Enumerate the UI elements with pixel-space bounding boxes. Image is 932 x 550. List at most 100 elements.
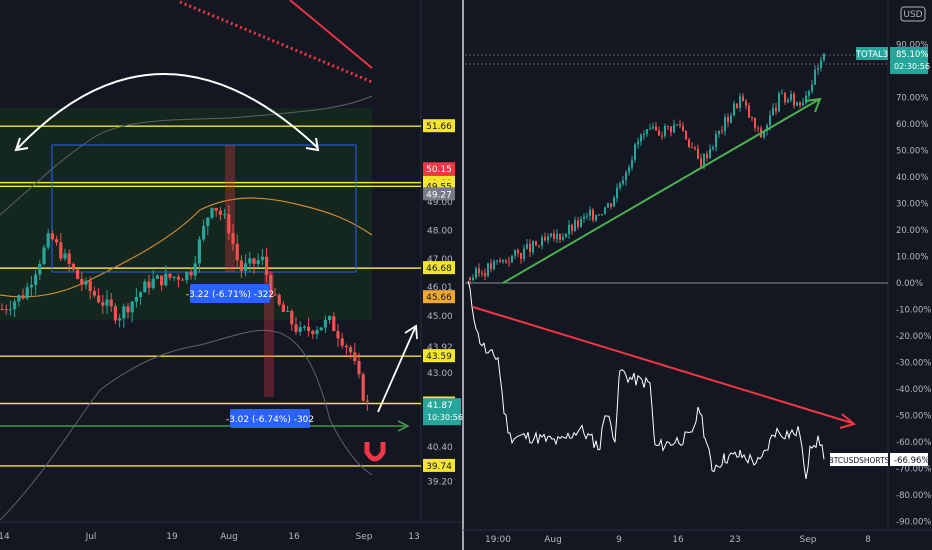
candle-body bbox=[252, 258, 256, 264]
candle-body bbox=[349, 347, 353, 353]
candle-body bbox=[185, 272, 189, 281]
total3-body bbox=[610, 203, 612, 207]
candle-body bbox=[361, 374, 365, 401]
total3-name: TOTAL3 bbox=[855, 50, 888, 60]
right-y-tick-17: -80.00% bbox=[896, 491, 931, 501]
total3-body bbox=[673, 124, 675, 133]
btcusdshorts-name-bg bbox=[830, 453, 888, 466]
total3-body bbox=[769, 115, 771, 126]
candle-body bbox=[290, 311, 294, 325]
red-trend-line bbox=[289, 0, 373, 69]
right-x-tick-4: 23 bbox=[729, 535, 740, 545]
left-y-tick-5: 43.92 bbox=[427, 343, 453, 353]
total3-body bbox=[508, 261, 510, 263]
total3-body bbox=[487, 263, 489, 277]
candle-body bbox=[319, 327, 323, 331]
total3-body bbox=[745, 101, 747, 106]
total3-body bbox=[718, 130, 720, 135]
candle-body bbox=[214, 207, 218, 211]
candle-body bbox=[176, 276, 180, 280]
annotation-label-0: -3.22 (-6.71%) -322 bbox=[186, 290, 274, 300]
current-price-countdown: 10:30:56 bbox=[427, 413, 463, 422]
total3-body bbox=[676, 124, 678, 126]
total3-body bbox=[652, 126, 654, 129]
total3-body bbox=[706, 153, 708, 159]
candle-body bbox=[294, 324, 298, 332]
level-label-0: 51.66 bbox=[426, 122, 452, 132]
annotation-box-1 bbox=[230, 409, 310, 428]
white-arrow bbox=[377, 327, 416, 413]
right-x-tick-1: Aug bbox=[544, 535, 562, 545]
total3-body bbox=[742, 96, 744, 102]
total3-body bbox=[586, 215, 588, 217]
total3-body bbox=[505, 259, 507, 262]
right-y-tick-18: -90.00% bbox=[896, 518, 931, 528]
total3-body bbox=[778, 93, 780, 112]
total3-body bbox=[763, 130, 765, 138]
total3-body bbox=[526, 244, 528, 249]
btcusdshorts-value-bg bbox=[890, 453, 928, 466]
left-y-tick-6: 43.00 bbox=[427, 369, 453, 379]
green-trend-arrow bbox=[502, 99, 819, 284]
total3-body bbox=[643, 133, 645, 135]
candle-body bbox=[269, 274, 273, 295]
total3-body bbox=[481, 273, 483, 275]
total3-body bbox=[472, 277, 474, 280]
left-x-tick-5: Sep bbox=[356, 532, 373, 542]
total3-body bbox=[538, 245, 540, 247]
candle-body bbox=[189, 272, 193, 276]
left-x-tick-2: 19 bbox=[166, 532, 178, 542]
total3-body bbox=[646, 129, 648, 134]
candle-body bbox=[46, 233, 50, 248]
left-x-tick-4: 16 bbox=[288, 532, 300, 542]
total3-body bbox=[556, 233, 558, 239]
green-trend-arrow-head bbox=[805, 97, 822, 113]
btcusdshorts-name: BTCUSDSHORTS bbox=[829, 456, 890, 465]
right-x-tick-6: 8 bbox=[865, 535, 871, 545]
right-y-tick-2: 70.00% bbox=[896, 94, 928, 104]
candle-body bbox=[256, 260, 260, 264]
total3-body bbox=[490, 263, 492, 269]
candle-body bbox=[277, 294, 281, 305]
total3-body bbox=[787, 99, 789, 103]
right-y-tick-9: 0.00% bbox=[896, 279, 923, 289]
total3-body bbox=[589, 209, 591, 216]
measure-rect-1 bbox=[225, 145, 235, 272]
left-axis-bg bbox=[421, 0, 463, 550]
candle-body bbox=[231, 233, 235, 244]
total3-name-bg bbox=[856, 47, 888, 60]
total3-body bbox=[664, 125, 666, 136]
total3-body bbox=[607, 203, 609, 208]
total3-value-bg bbox=[890, 47, 928, 74]
candle-body bbox=[13, 301, 17, 310]
candle-body bbox=[67, 253, 71, 264]
right-y-tick-11: -20.00% bbox=[896, 332, 931, 342]
left-x-tick-6: 13 bbox=[408, 532, 419, 542]
total3-body bbox=[682, 125, 684, 131]
level-label-bg-7 bbox=[423, 349, 455, 363]
total3-body bbox=[667, 125, 669, 127]
right-x-tick-0: 19:00 bbox=[485, 535, 511, 545]
candle-body bbox=[34, 274, 38, 286]
level-label-bg-4 bbox=[423, 187, 455, 201]
total3-body bbox=[541, 237, 543, 246]
right-y-tick-13: -40.00% bbox=[896, 385, 931, 395]
total3-body bbox=[535, 241, 537, 246]
candle-body bbox=[38, 263, 42, 275]
left-x-tick-3: Aug bbox=[220, 532, 238, 542]
candle-body bbox=[88, 280, 92, 292]
total3-body bbox=[493, 260, 495, 269]
currency-badge: USD bbox=[903, 10, 922, 20]
total3-body bbox=[670, 126, 672, 133]
total3-body bbox=[637, 141, 639, 145]
total3-body bbox=[748, 105, 750, 118]
candle-body bbox=[143, 281, 147, 293]
total3-body bbox=[529, 244, 531, 253]
right-y-tick-3: 60.00% bbox=[896, 120, 928, 130]
candle-body bbox=[155, 275, 159, 279]
right-y-tick-5: 40.00% bbox=[896, 173, 928, 183]
left-y-tick-8: 40.40 bbox=[427, 443, 453, 453]
candle-body bbox=[328, 316, 332, 321]
candle-body bbox=[340, 338, 344, 346]
candle-body bbox=[55, 239, 59, 243]
